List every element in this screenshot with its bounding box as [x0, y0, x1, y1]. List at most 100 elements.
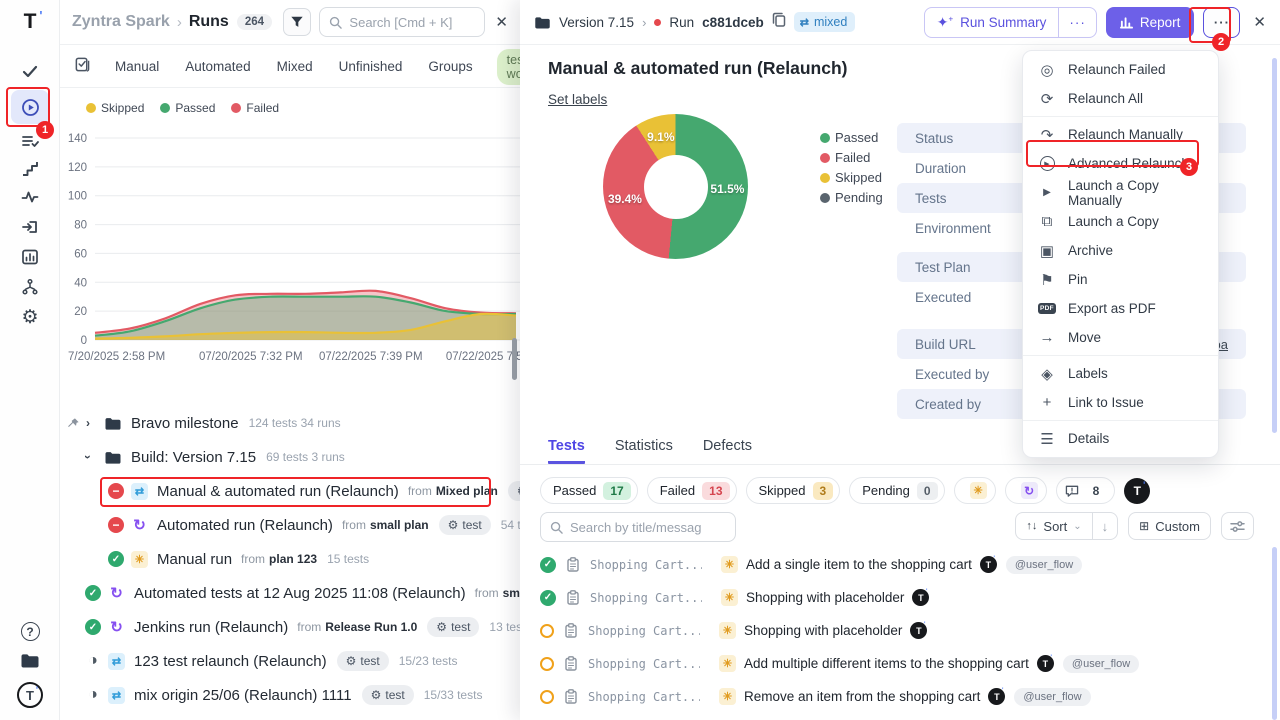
- close-details-button[interactable]: ✕: [1253, 14, 1266, 31]
- menu-item-export-as-pdf[interactable]: PDF Export as PDF: [1023, 294, 1218, 323]
- run-id: c881dceb: [702, 14, 764, 30]
- tab-statistics[interactable]: Statistics: [614, 438, 673, 454]
- sidebar-item-analytics[interactable]: [0, 248, 60, 266]
- more-actions-button[interactable]: ···: [1203, 6, 1241, 38]
- failed-status-icon: −: [108, 483, 124, 499]
- menu-item-relaunch-failed[interactable]: ◎ Relaunch Failed: [1023, 55, 1218, 84]
- filter-chip-passed[interactable]: Passed 17: [540, 477, 638, 504]
- test-row[interactable]: ✓ Shopping Cart... ✳ Shopping with placehol…: [520, 581, 1280, 614]
- sidebar-item-import[interactable]: [0, 218, 60, 236]
- tab-automated[interactable]: Automated: [185, 59, 251, 74]
- breadcrumb-version[interactable]: Version 7.15: [559, 14, 635, 30]
- run-summary-more-button[interactable]: ···: [1058, 7, 1095, 37]
- tag-filter-chip[interactable]: test work: [496, 48, 520, 85]
- filter-chip-pending[interactable]: Pending 0: [849, 477, 945, 504]
- menu-item-relaunch-manually[interactable]: ↷ Relaunch Manually: [1023, 120, 1218, 149]
- left-panel-scrollbar[interactable]: [512, 338, 517, 380]
- chevron-down-icon[interactable]: ›: [81, 455, 95, 459]
- tree-run-row[interactable]: − ⇄ Manual & automated run (Relaunch) from M…: [60, 474, 520, 508]
- chevron-right-icon[interactable]: ›: [86, 416, 90, 430]
- sidebar-item-help[interactable]: ?: [0, 622, 60, 641]
- filter-chip-automated[interactable]: ↻: [1004, 477, 1047, 504]
- sidebar-item-runs[interactable]: [0, 90, 60, 124]
- menu-item-archive[interactable]: ▣ Archive: [1023, 236, 1218, 265]
- user-avatar[interactable]: T ': [0, 682, 60, 708]
- tree-folder-row[interactable]: › Build: Version 7.15 69 tests 3 runs: [60, 440, 520, 474]
- sidebar-item-pulse[interactable]: [0, 188, 60, 206]
- tests-scrollbar[interactable]: [1272, 547, 1277, 720]
- sidebar-item-projects[interactable]: [0, 652, 60, 669]
- tree-run-row[interactable]: ✓ ✳ Manual run from plan 123 15 tests: [60, 542, 520, 576]
- custom-columns-button[interactable]: ⊞ Custom: [1128, 512, 1211, 540]
- passed-status-icon: ✓: [540, 556, 556, 573]
- menu-item-pin[interactable]: ⚑ Pin: [1023, 265, 1218, 294]
- sidebar-item-test-plans[interactable]: [0, 132, 60, 150]
- tab-unfinished[interactable]: Unfinished: [338, 59, 403, 74]
- export-pdf-icon: PDF: [1038, 303, 1056, 314]
- filter-chip-failed[interactable]: Failed 13: [646, 477, 737, 504]
- test-row[interactable]: Shopping Cart... ✳ Remove an item from the…: [520, 680, 1280, 713]
- menu-item-launch-a-copy[interactable]: ⧉ Launch a Copy: [1023, 207, 1218, 236]
- tab-defects[interactable]: Defects: [702, 438, 752, 454]
- test-row[interactable]: Shopping Cart... ✳ Add multiple different …: [520, 647, 1280, 680]
- gear-icon: ⚙: [517, 484, 520, 498]
- tree-run-row[interactable]: ✓ ↻ Jenkins run (Relaunch) from Release Run …: [60, 610, 520, 644]
- tree-run-row[interactable]: − ↻ Automated run (Relaunch) from small plan…: [60, 508, 520, 542]
- tree-run-row[interactable]: ◑ ⇄ mix origin 25/06 (Relaunch) 1111 ⚙ test 1…: [60, 678, 520, 712]
- sidebar-item-milestones[interactable]: [0, 160, 60, 178]
- details-scrollbar[interactable]: [1272, 58, 1277, 433]
- assignee-avatar[interactable]: T ': [1124, 477, 1151, 504]
- tab-tests[interactable]: Tests: [548, 438, 585, 464]
- menu-item-label: Pin: [1068, 272, 1088, 287]
- tree-run-plan: Release Run 1.0: [325, 620, 418, 634]
- manual-icon: ✳: [719, 688, 736, 705]
- test-row[interactable]: ✓ Shopping Cart... ✳ Add a single item to t…: [520, 548, 1280, 581]
- run-label: Run: [669, 14, 695, 30]
- tree-folder-row[interactable]: › Bravo milestone 124 tests 34 runs: [60, 406, 520, 440]
- set-labels-link[interactable]: Set labels: [548, 92, 608, 107]
- menu-item-move[interactable]: → Move: [1023, 323, 1218, 352]
- menu-item-details[interactable]: ☰ Details: [1023, 424, 1218, 453]
- menu-item-relaunch-all[interactable]: ⟳ Relaunch All: [1023, 84, 1218, 113]
- tree-run-row[interactable]: ◑ ⇄ 123 test relaunch (Relaunch) ⚙ test 15/23…: [60, 644, 520, 678]
- result-filter-chips: Passed 17 Failed 13 Skipped 3 Pending 0 ✳ ↻ 8 T ': [540, 477, 1151, 504]
- sidebar-item-tests[interactable]: [0, 62, 60, 80]
- sort-direction-button[interactable]: ↓: [1091, 513, 1118, 539]
- test-tag-chip[interactable]: @user_flow: [1062, 654, 1140, 673]
- app-logo: T ': [23, 8, 43, 33]
- filters-button[interactable]: [1221, 512, 1254, 540]
- breadcrumb-project[interactable]: Zyntra Spark: [72, 13, 170, 30]
- avatar-tick: ': [925, 589, 928, 595]
- menu-item-link-to-issue[interactable]: + Link to Issue: [1023, 388, 1218, 417]
- tab-groups[interactable]: Groups: [428, 59, 473, 74]
- filter-chip-manual[interactable]: ✳: [953, 477, 996, 504]
- report-copy-icon[interactable]: [74, 56, 91, 78]
- filter-chip-comments[interactable]: 8: [1055, 477, 1116, 504]
- copy-run-id-icon[interactable]: [772, 12, 786, 32]
- test-tag-chip[interactable]: @user_flow: [1014, 687, 1091, 706]
- runs-header: Zyntra Spark › Runs 264 Search [Cmd + K]…: [60, 0, 520, 45]
- test-title: Remove an item from the shopping cart: [744, 689, 981, 704]
- branch-icon: [21, 278, 39, 296]
- filter-chip-skipped[interactable]: Skipped 3: [745, 477, 841, 504]
- menu-item-advanced-relaunch[interactable]: ▶ Advanced Relaunch: [1023, 149, 1218, 178]
- tree-run-row[interactable]: ✓ ↻ Automated tests at 12 Aug 2025 11:08 (…: [60, 576, 520, 610]
- tests-search-input[interactable]: Search by title/messag: [540, 512, 736, 542]
- sidebar-item-branches[interactable]: [0, 278, 60, 296]
- close-panel-button[interactable]: ✕: [495, 14, 508, 31]
- sort-button[interactable]: ↑↓ Sort ⌄: [1026, 518, 1082, 534]
- report-button[interactable]: Report: [1105, 6, 1195, 38]
- menu-divider: [1023, 116, 1218, 117]
- menu-item-labels[interactable]: ◈ Labels: [1023, 359, 1218, 388]
- test-row[interactable]: Shopping Cart... ✳ Shopping with placehold…: [520, 614, 1280, 647]
- run-summary-button[interactable]: ✦+ Run Summary: [936, 13, 1047, 30]
- tab-manual[interactable]: Manual: [115, 59, 160, 74]
- menu-item-launch-a-copy-manually[interactable]: ▶ Launch a Copy Manually: [1023, 178, 1218, 208]
- filter-button[interactable]: [283, 8, 312, 36]
- search-input[interactable]: Search [Cmd + K]: [319, 7, 486, 37]
- tab-mixed[interactable]: Mixed: [276, 59, 313, 74]
- test-tag-chip[interactable]: @user_flow: [1005, 555, 1083, 574]
- filter-chip-count: 8: [1092, 483, 1100, 498]
- sidebar-item-settings[interactable]: ⚙: [0, 306, 60, 329]
- legend-dot: [820, 172, 830, 183]
